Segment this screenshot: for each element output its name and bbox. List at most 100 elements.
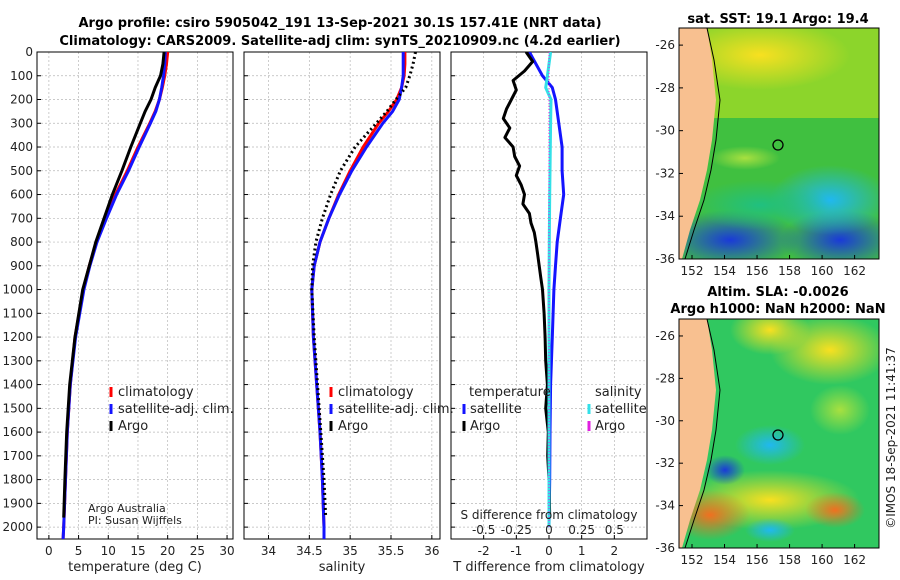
sla-land [679, 319, 716, 548]
lat-tick-label: -32 [655, 456, 675, 470]
depth-tick-label: 1600 [2, 425, 33, 439]
lon-tick-label: 158 [778, 264, 801, 278]
lon-tick-label: 156 [746, 264, 769, 278]
x-tick-label: 5 [75, 544, 83, 558]
series-group [61, 52, 170, 539]
lat-tick-label: -32 [655, 166, 675, 180]
credit-line-1: Argo Australia [88, 502, 166, 515]
depth-tick-label: 1500 [2, 401, 33, 415]
depth-tick-label: 1800 [2, 473, 33, 487]
lat-tick-label: -34 [655, 209, 675, 223]
legend3-argo-label: Argo [470, 419, 500, 434]
title-line-1: Argo profile: csiro 5905042_191 13-Sep-2… [78, 16, 601, 31]
lat-tick-label: -26 [655, 38, 675, 52]
series-satellite-adj-clim-line [310, 52, 405, 539]
depth-tick-label: 1300 [2, 354, 33, 368]
sst-map-title: sat. SST: 19.1 Argo: 19.4 [687, 12, 868, 27]
s-difference-tick-label: -0.25 [501, 523, 532, 537]
panel-frame [243, 51, 441, 540]
x-tick-label: 0 [45, 544, 53, 558]
depth-tick-label: 900 [10, 259, 33, 273]
sst-teal-patch [690, 180, 830, 230]
x-tick-label: 25 [190, 544, 205, 558]
lat-tick-label: -28 [655, 371, 675, 385]
title-line-2: Climatology: CARS2009. Satellite-adj cli… [59, 34, 620, 49]
lon-tick-label: 152 [681, 553, 704, 567]
sst-coastline [684, 28, 721, 259]
depth-tick-label: 1700 [2, 449, 33, 463]
sst-warm-patch [679, 28, 850, 90]
s-difference-tick-label: 0.25 [568, 523, 595, 537]
legend-argo-label: Argo [118, 419, 148, 434]
panel-frame [36, 51, 234, 540]
sst-argo-location-marker [772, 139, 784, 151]
lat-tick-label: -36 [655, 541, 675, 555]
depth-tick-label: 600 [10, 188, 33, 202]
depth-tick-label: 1200 [2, 330, 33, 344]
lon-tick-label: 156 [746, 553, 769, 567]
lon-tick-label: 160 [811, 553, 834, 567]
x-tick-label: 20 [160, 544, 175, 558]
series-argo-line [62, 52, 166, 518]
lat-tick-label: -26 [655, 329, 675, 343]
sla-low-1 [735, 425, 805, 465]
sla-low-3 [745, 518, 795, 542]
x-tick-label: 35 [343, 544, 358, 558]
sla-map-title-2: Argo h1000: NaN h2000: NaN [670, 302, 885, 317]
lon-tick-label: 152 [681, 264, 704, 278]
legend3-satellite-label: satellite [470, 402, 522, 417]
x-tick-label: 10 [101, 544, 116, 558]
s-difference-tick-label: 0 [545, 523, 553, 537]
legend3-sal-satellite-label: satellite [595, 402, 647, 417]
x-tick-label: 15 [130, 544, 145, 558]
legend3-salinity-header: salinity [595, 385, 642, 400]
lat-tick-label: -36 [655, 252, 675, 266]
salinity-panel: 34 34.5 35 35.5 36 [243, 51, 441, 558]
s-difference-tick-label: -0.5 [472, 523, 495, 537]
series-group [310, 52, 417, 539]
legend2-climatology-label: climatology [338, 385, 414, 400]
x-tick-label: -2 [478, 544, 490, 558]
lat-tick-label: -34 [655, 499, 675, 513]
sst-map-frame [678, 27, 880, 260]
s-difference-title: S difference from climatology [461, 508, 638, 522]
x-tick-label: 1 [578, 544, 586, 558]
sla-map-title-1: Altim. SLA: -0.0026 [707, 285, 848, 300]
sla-low-2 [705, 455, 745, 485]
series-group [501, 52, 566, 528]
legend-satellite-label: satellite-adj. clim. [118, 402, 234, 417]
sla-mid-1 [810, 385, 870, 435]
lon-tick-label: 162 [843, 553, 866, 567]
lon-tick-label: 162 [843, 264, 866, 278]
depth-tick-label: 300 [10, 116, 33, 130]
depth-tick-label: 800 [10, 235, 33, 249]
depth-tick-label: 1000 [2, 283, 33, 297]
s-difference-ticks: -0.5 -0.25 0 0.25 0.5 [472, 523, 624, 537]
sla-argo-location-marker [772, 429, 784, 441]
t-difference-xlabel: T difference from climatology [452, 560, 645, 575]
series-argo-line [310, 52, 417, 518]
sla-map-frame [678, 318, 880, 549]
salinity-xlabel: salinity [319, 560, 366, 575]
legend3-temperature-header: temperature [469, 385, 551, 400]
sla-high-3 [679, 490, 750, 540]
x-tick-label: 2 [611, 544, 619, 558]
depth-tick-label: 700 [10, 211, 33, 225]
depth-tick-label: 1400 [2, 378, 33, 392]
depth-tick-label: 100 [10, 69, 33, 83]
depth-tick-label: 2000 [2, 520, 33, 534]
lon-tick-label: 154 [713, 553, 736, 567]
legend2-argo-label: Argo [338, 419, 368, 434]
lon-tick-label: 160 [811, 264, 834, 278]
t-difference-legend: temperature salinity satellite Argo sate… [462, 385, 647, 434]
t-difference-panel: -2 -1 0 1 2 [450, 51, 648, 558]
x-tick-label: 0 [545, 544, 553, 558]
legend-climatology-label: climatology [118, 385, 194, 400]
temperature-panel: 0 5 10 15 20 25 30 [36, 51, 235, 558]
sla-high-5 [730, 319, 810, 355]
lat-tick-label: -28 [655, 81, 675, 95]
lat-tick-label: -30 [655, 414, 675, 428]
sla-coastline [684, 319, 721, 548]
sst-eddy [710, 146, 780, 170]
